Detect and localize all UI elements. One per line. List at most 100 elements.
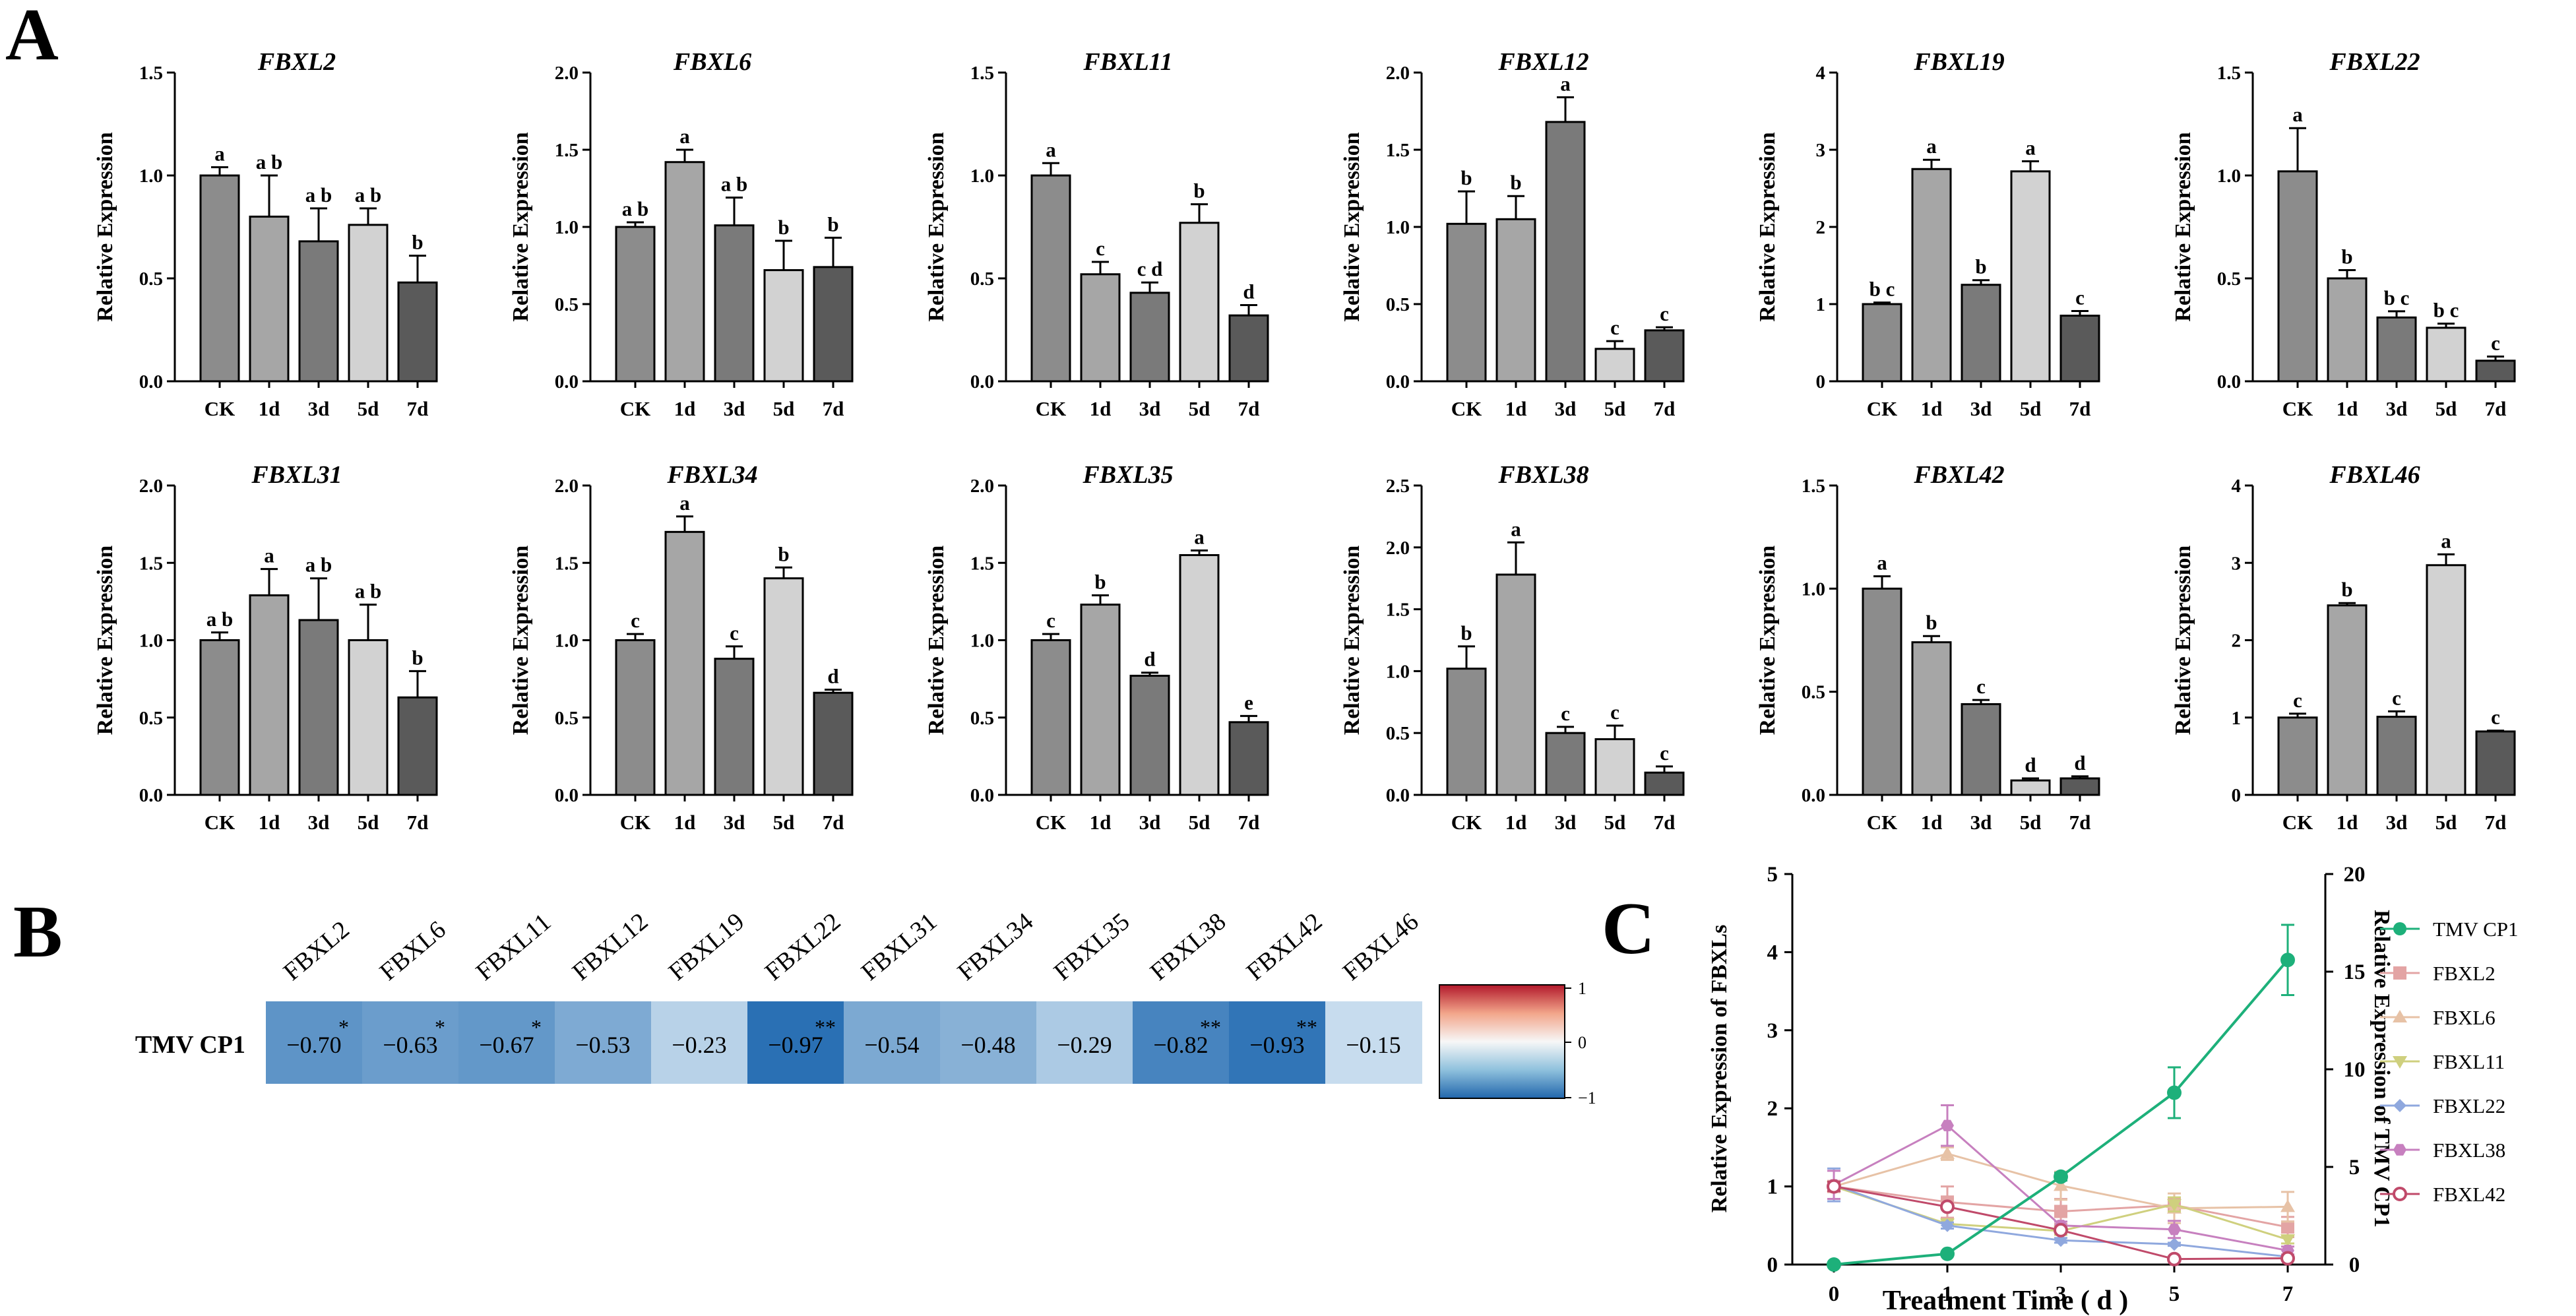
- bar: [1080, 604, 1121, 796]
- y-tick-label: 0.5: [139, 268, 163, 290]
- y-tick-label: 0: [2232, 785, 2242, 806]
- heatmap-cell-value: −0.97: [768, 1032, 823, 1058]
- colorbar: [1439, 984, 1565, 1099]
- significance-letter: c: [730, 621, 739, 644]
- significance-letter: a: [1926, 135, 1937, 158]
- left-tick-label: 1: [1767, 1175, 1778, 1199]
- series-marker: [2054, 1205, 2067, 1218]
- legend-label: FBXL38: [2433, 1139, 2505, 1162]
- significance-letter: a: [1511, 517, 1521, 540]
- bar: [664, 530, 705, 796]
- y-tick-label: 0.0: [139, 371, 163, 392]
- significance-marker: **: [815, 1015, 836, 1039]
- x-tick-label: CK: [2282, 811, 2313, 834]
- series-marker: [1827, 1257, 1841, 1272]
- significance-letter: d: [2025, 753, 2036, 776]
- bar: [1594, 738, 1635, 796]
- bar: [1545, 732, 1586, 796]
- legend-item: FBXL38: [2380, 1139, 2505, 1162]
- bar: [1911, 168, 1952, 383]
- x-tick-label: CK: [2282, 397, 2313, 420]
- significance-letter: c: [2075, 286, 2085, 309]
- series-marker: [2280, 1234, 2295, 1247]
- y-axis-label: Relative Expression: [509, 132, 533, 322]
- legend-label: TMV CP1: [2433, 918, 2519, 941]
- colorbar-tick-label: 0: [1578, 1033, 1586, 1052]
- x-tick-label: 5d: [773, 397, 795, 420]
- bar: [1862, 303, 1902, 383]
- heatmap-column-label: FBXL34: [953, 908, 1039, 986]
- significance-letter: b c: [2434, 299, 2459, 322]
- x-tick-label: 1: [1942, 1282, 1953, 1306]
- significance-letter: b: [1926, 611, 1937, 634]
- series-marker: [2393, 1099, 2406, 1112]
- significance-letter: b: [1094, 570, 1106, 593]
- x-tick-label: 7d: [2069, 397, 2091, 420]
- significance-letter: b: [1510, 171, 1521, 194]
- left-axis-label: Relative Expression of FBXLs: [1707, 925, 1732, 1213]
- bar: [2010, 779, 2051, 796]
- significance-letter: a: [1046, 138, 1056, 161]
- legend-item: TMV CP1: [2380, 918, 2519, 941]
- bar: [348, 639, 389, 796]
- significance-letter: b: [2341, 245, 2352, 268]
- y-tick-label: 2.0: [555, 63, 579, 84]
- series-marker: [2054, 1222, 2068, 1238]
- heatmap-cell: [266, 1001, 363, 1084]
- x-tick-label: 3d: [724, 811, 745, 834]
- significance-letter: c: [1096, 237, 1105, 260]
- significance-letter: c: [1976, 675, 1986, 698]
- x-tick-label: 3d: [308, 811, 330, 834]
- x-tick-label: 3d: [724, 397, 745, 420]
- series-marker: [2393, 966, 2406, 980]
- y-tick-label: 1.0: [1802, 579, 1825, 600]
- x-tick-label: 7d: [823, 811, 844, 834]
- significance-letter: a: [679, 125, 690, 148]
- significance-letter: c: [2293, 689, 2302, 712]
- bar: [249, 594, 290, 796]
- y-axis-label: Relative Expression: [93, 546, 117, 736]
- series-marker: [2393, 922, 2406, 935]
- x-tick-label: 5d: [2435, 397, 2457, 420]
- x-tick-label: 3d: [1970, 397, 1992, 420]
- significance-letter: c: [1610, 701, 1619, 724]
- y-tick-label: 0.5: [139, 708, 163, 729]
- bar: [1030, 639, 1071, 796]
- y-tick-label: 0.0: [1386, 371, 1410, 392]
- y-tick-label: 0.0: [1802, 785, 1825, 806]
- heatmap-cell: [1229, 1001, 1326, 1084]
- bar-chart-fbxl35: FBXL35 Relative Expression 0.0 0.5 1.0 1.5 2.0…: [924, 461, 1269, 834]
- series-marker: [2280, 1251, 2295, 1266]
- chart-title: FBXL42: [1913, 461, 2004, 489]
- bar-chart-fbxl34: FBXL34 Relative Expression 0.0 0.5 1.0 1.5 2.0…: [509, 461, 854, 834]
- x-tick-label: 7d: [2485, 397, 2507, 420]
- heatmap-column-label: FBXL35: [1049, 908, 1135, 986]
- series-marker: [2168, 1224, 2181, 1236]
- bar: [1495, 573, 1536, 796]
- x-tick-label: CK: [620, 397, 651, 420]
- heatmap-cell: [940, 1001, 1037, 1084]
- y-axis-label: Relative Expression: [93, 132, 117, 322]
- bar: [2059, 315, 2100, 383]
- y-tick-label: 0.0: [2217, 371, 2241, 392]
- chart-title: FBXL31: [251, 461, 342, 489]
- heatmap-row-label: TMV CP1: [135, 1031, 245, 1059]
- x-tick-label: 3d: [1555, 397, 1577, 420]
- legend-item: FBXL6: [2380, 1006, 2496, 1029]
- y-tick-label: 0.0: [1386, 785, 1410, 806]
- heatmap-column-label: FBXL2: [278, 916, 355, 986]
- bar: [1495, 218, 1536, 383]
- bar-chart-fbxl19: FBXL19 Relative Expression 0 1 2 3 4 b c CK a 1d b 3…: [1755, 48, 2100, 420]
- y-tick-label: 2.5: [1386, 476, 1410, 497]
- bar: [1862, 587, 1902, 796]
- significance-letter: d: [1144, 648, 1155, 671]
- bar: [2376, 716, 2417, 796]
- significance-marker: *: [531, 1015, 542, 1039]
- significance-letter: c: [1046, 609, 1055, 632]
- significance-letter: b: [2341, 578, 2352, 601]
- y-axis-label: Relative Expression: [2171, 546, 2195, 736]
- significance-letter: a: [1560, 72, 1571, 95]
- bar: [199, 174, 240, 383]
- x-tick-label: CK: [204, 397, 236, 420]
- significance-letter: a: [264, 544, 274, 567]
